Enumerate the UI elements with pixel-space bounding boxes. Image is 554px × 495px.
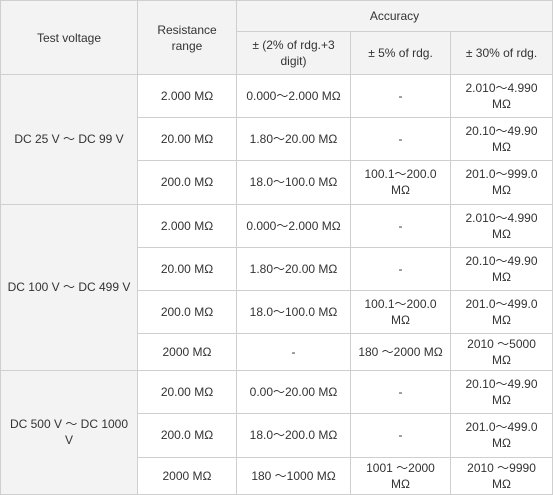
- header-accuracy-2pct: ± (2% of rdg.+3 digit): [236, 31, 351, 75]
- accuracy-cell: 201.0～499.0 MΩ: [449, 289, 554, 335]
- header-accuracy: Accuracy: [235, 0, 554, 32]
- accuracy-cell: -: [350, 246, 451, 291]
- accuracy-cell: 18.0～200.0 MΩ: [236, 413, 351, 458]
- accuracy-cell: 20.10～49.90 MΩ: [449, 246, 554, 291]
- header-accuracy-5pct: ± 5% of rdg.: [350, 31, 451, 75]
- accuracy-cell: 1001 ～2000 MΩ: [350, 456, 451, 495]
- range-cell: 2000 MΩ: [137, 333, 237, 372]
- accuracy-cell: 1.80～20.00 MΩ: [236, 246, 351, 291]
- accuracy-cell: 180 ～1000 MΩ: [236, 456, 351, 495]
- header-test-voltage: Test voltage: [0, 0, 138, 75]
- accuracy-cell: 2010 ～5000 MΩ: [449, 333, 554, 372]
- table-row: 200.0 MΩ 18.0～100.0 MΩ 100.1～200.0 MΩ 20…: [1, 289, 554, 335]
- table-row: 200.0 MΩ 18.0～200.0 MΩ - 201.0～499.0 MΩ: [1, 413, 554, 458]
- table-row: DC 25 V ～ DC 99 V 2.000 MΩ 0.000～2.000 M…: [0, 73, 554, 205]
- table-row: 200.0 MΩ 18.0～100.0 MΩ 100.1～200.0 MΩ 20…: [1, 160, 554, 205]
- range-cell: 2.000 MΩ: [137, 73, 237, 119]
- range-cell: 200.0 MΩ: [137, 160, 237, 205]
- accuracy-cell: 20.10～49.90 MΩ: [449, 117, 554, 162]
- accuracy-cell: 100.1～200.0 MΩ: [350, 160, 451, 205]
- range-cell: 20.00 MΩ: [137, 246, 237, 291]
- accuracy-cell: -: [236, 333, 351, 372]
- test-voltage-cell: DC 25 V ～ DC 99 V: [0, 74, 138, 205]
- range-cell: 200.0 MΩ: [137, 413, 237, 458]
- accuracy-cell: -: [350, 203, 451, 248]
- range-cell: 2000 MΩ: [137, 456, 237, 495]
- accuracy-cell: 2.010～4.990 MΩ: [449, 203, 554, 248]
- range-cell: 20.00 MΩ: [137, 117, 237, 162]
- range-cell: 200.0 MΩ: [137, 289, 237, 335]
- header-accuracy-30pct: ± 30% of rdg.: [449, 31, 554, 75]
- accuracy-cell: 0.000～2.000 MΩ: [236, 203, 351, 248]
- accuracy-cell: 2010 ～9990 MΩ: [449, 456, 554, 495]
- accuracy-cell: 201.0～999.0 MΩ: [449, 160, 554, 205]
- accuracy-cell: 201.0～499.0 MΩ: [449, 413, 554, 458]
- accuracy-cell: 20.10～49.90 MΩ: [449, 370, 554, 415]
- range-cell: 20.00 MΩ: [137, 370, 237, 415]
- table-row: DC 500 V ～ DC 1000 V 20.00 MΩ 0.00～20.00…: [0, 370, 554, 495]
- table-row: DC 100 V ～ DC 499 V 2.000 MΩ 0.000～2.000…: [0, 203, 554, 372]
- accuracy-cell: -: [350, 413, 451, 458]
- accuracy-cell: -: [350, 370, 451, 415]
- accuracy-cell: 18.0～100.0 MΩ: [236, 160, 351, 205]
- accuracy-cell: 180 ～2000 MΩ: [350, 333, 451, 372]
- accuracy-cell: 18.0～100.0 MΩ: [236, 289, 351, 335]
- test-voltage-cell: DC 500 V ～ DC 1000 V: [0, 370, 138, 495]
- accuracy-cell: 0.00～20.00 MΩ: [236, 370, 351, 415]
- table-row: 20.00 MΩ 1.80～20.00 MΩ - 20.10～49.90 MΩ: [1, 246, 554, 291]
- accuracy-cell: -: [350, 73, 451, 119]
- accuracy-cell: 0.000～2.000 MΩ: [236, 73, 351, 119]
- test-voltage-cell: DC 100 V ～ DC 499 V: [0, 203, 138, 372]
- accuracy-cell: -: [350, 117, 451, 162]
- table-row: 2000 MΩ - 180 ～2000 MΩ 2010 ～5000 MΩ: [1, 333, 554, 372]
- accuracy-cell: 2.010～4.990 MΩ: [449, 73, 554, 119]
- header-resistance-range: Resistance range: [137, 0, 237, 75]
- table-row: 20.00 MΩ 1.80～20.00 MΩ - 20.10～49.90 MΩ: [1, 117, 554, 162]
- range-cell: 2.000 MΩ: [137, 203, 237, 248]
- accuracy-cell: 1.80～20.00 MΩ: [236, 117, 351, 162]
- accuracy-cell: 100.1～200.0 MΩ: [350, 289, 451, 335]
